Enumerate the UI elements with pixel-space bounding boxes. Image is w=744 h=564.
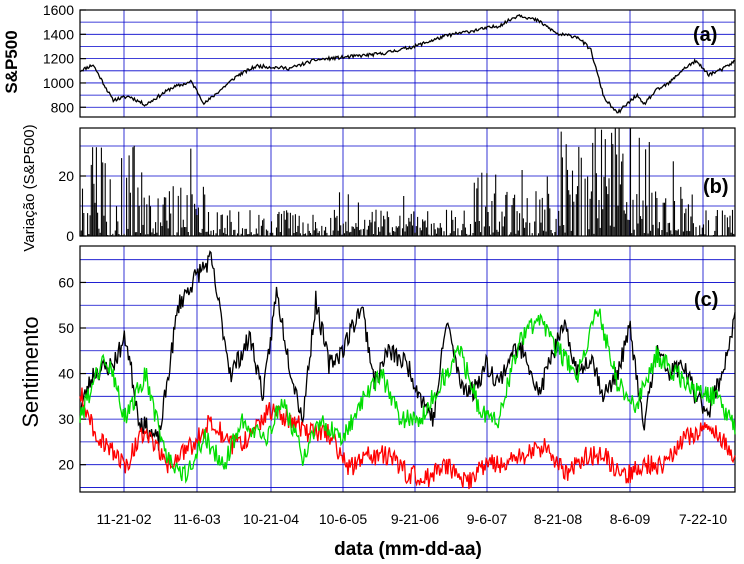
ytick-label-b: 20 (58, 168, 74, 184)
ytick-label-a: 1200 (43, 51, 74, 67)
series-line-3 (79, 308, 736, 484)
xticks: 11-21-02 11-6-03 10-21-04 10-6-05 9-21-06 9-6… (96, 511, 727, 527)
panel-label-b: (b) (703, 176, 729, 198)
ytick-label-c: 60 (58, 274, 74, 290)
series-panel-a (79, 14, 736, 114)
bars-panel-b (79, 128, 735, 236)
ytick-label-a: 1400 (43, 26, 74, 42)
ylabel-panel-a: S&P500 (2, 30, 21, 93)
panel-a: 800 1000 1200 1400 1600 (a) S&P500 (2, 2, 736, 118)
frame-a (79, 9, 736, 118)
x-axis-label: data (mm-dd-aa) (334, 539, 482, 560)
ytick-label-c: 20 (58, 457, 74, 473)
ytick-label-b: 0 (66, 228, 74, 244)
xtick-label: 9-21-06 (391, 511, 439, 527)
ytick-label-c: 30 (58, 411, 74, 427)
xtick-label: 8-21-08 (534, 511, 582, 527)
xtick-label: 10-21-04 (243, 511, 299, 527)
ylabel-panel-c: Sentimento (18, 316, 43, 427)
ytick-label-a: 1600 (43, 2, 74, 18)
ytick-label-c: 40 (58, 366, 74, 382)
yticks-panel-b: 0 20 (58, 168, 74, 244)
panel-b: 0 20 (b) Variação (S&P500) (21, 124, 736, 252)
yticks-panel-a: 800 1000 1200 1400 1600 (43, 2, 74, 115)
panel-c: 20 30 40 50 60 (c) Sentimento (18, 245, 736, 493)
series-panel-c (79, 250, 736, 490)
yticks-panel-c: 20 30 40 50 60 (58, 274, 74, 472)
panel-label-c: (c) (694, 289, 718, 311)
xtick-label: 9-6-07 (467, 511, 508, 527)
xtick-label: 7-22-10 (679, 511, 727, 527)
grid-panel-a (79, 9, 736, 118)
ytick-label-a: 800 (51, 99, 75, 115)
series-line-1 (79, 14, 736, 114)
xtick-label: 11-21-02 (96, 511, 151, 527)
ytick-label-a: 1000 (43, 75, 74, 91)
frame-c (79, 245, 736, 493)
series-line-1 (79, 250, 736, 451)
ytick-label-c: 50 (58, 320, 74, 336)
xtick-label: 10-6-05 (319, 511, 367, 527)
ylabel-panel-b: Variação (S&P500) (21, 124, 38, 251)
xtick-label: 11-6-03 (173, 511, 220, 527)
series-line-2 (79, 387, 736, 490)
panel-label-a: (a) (693, 24, 717, 46)
xtick-label: 8-6-09 (610, 511, 651, 527)
